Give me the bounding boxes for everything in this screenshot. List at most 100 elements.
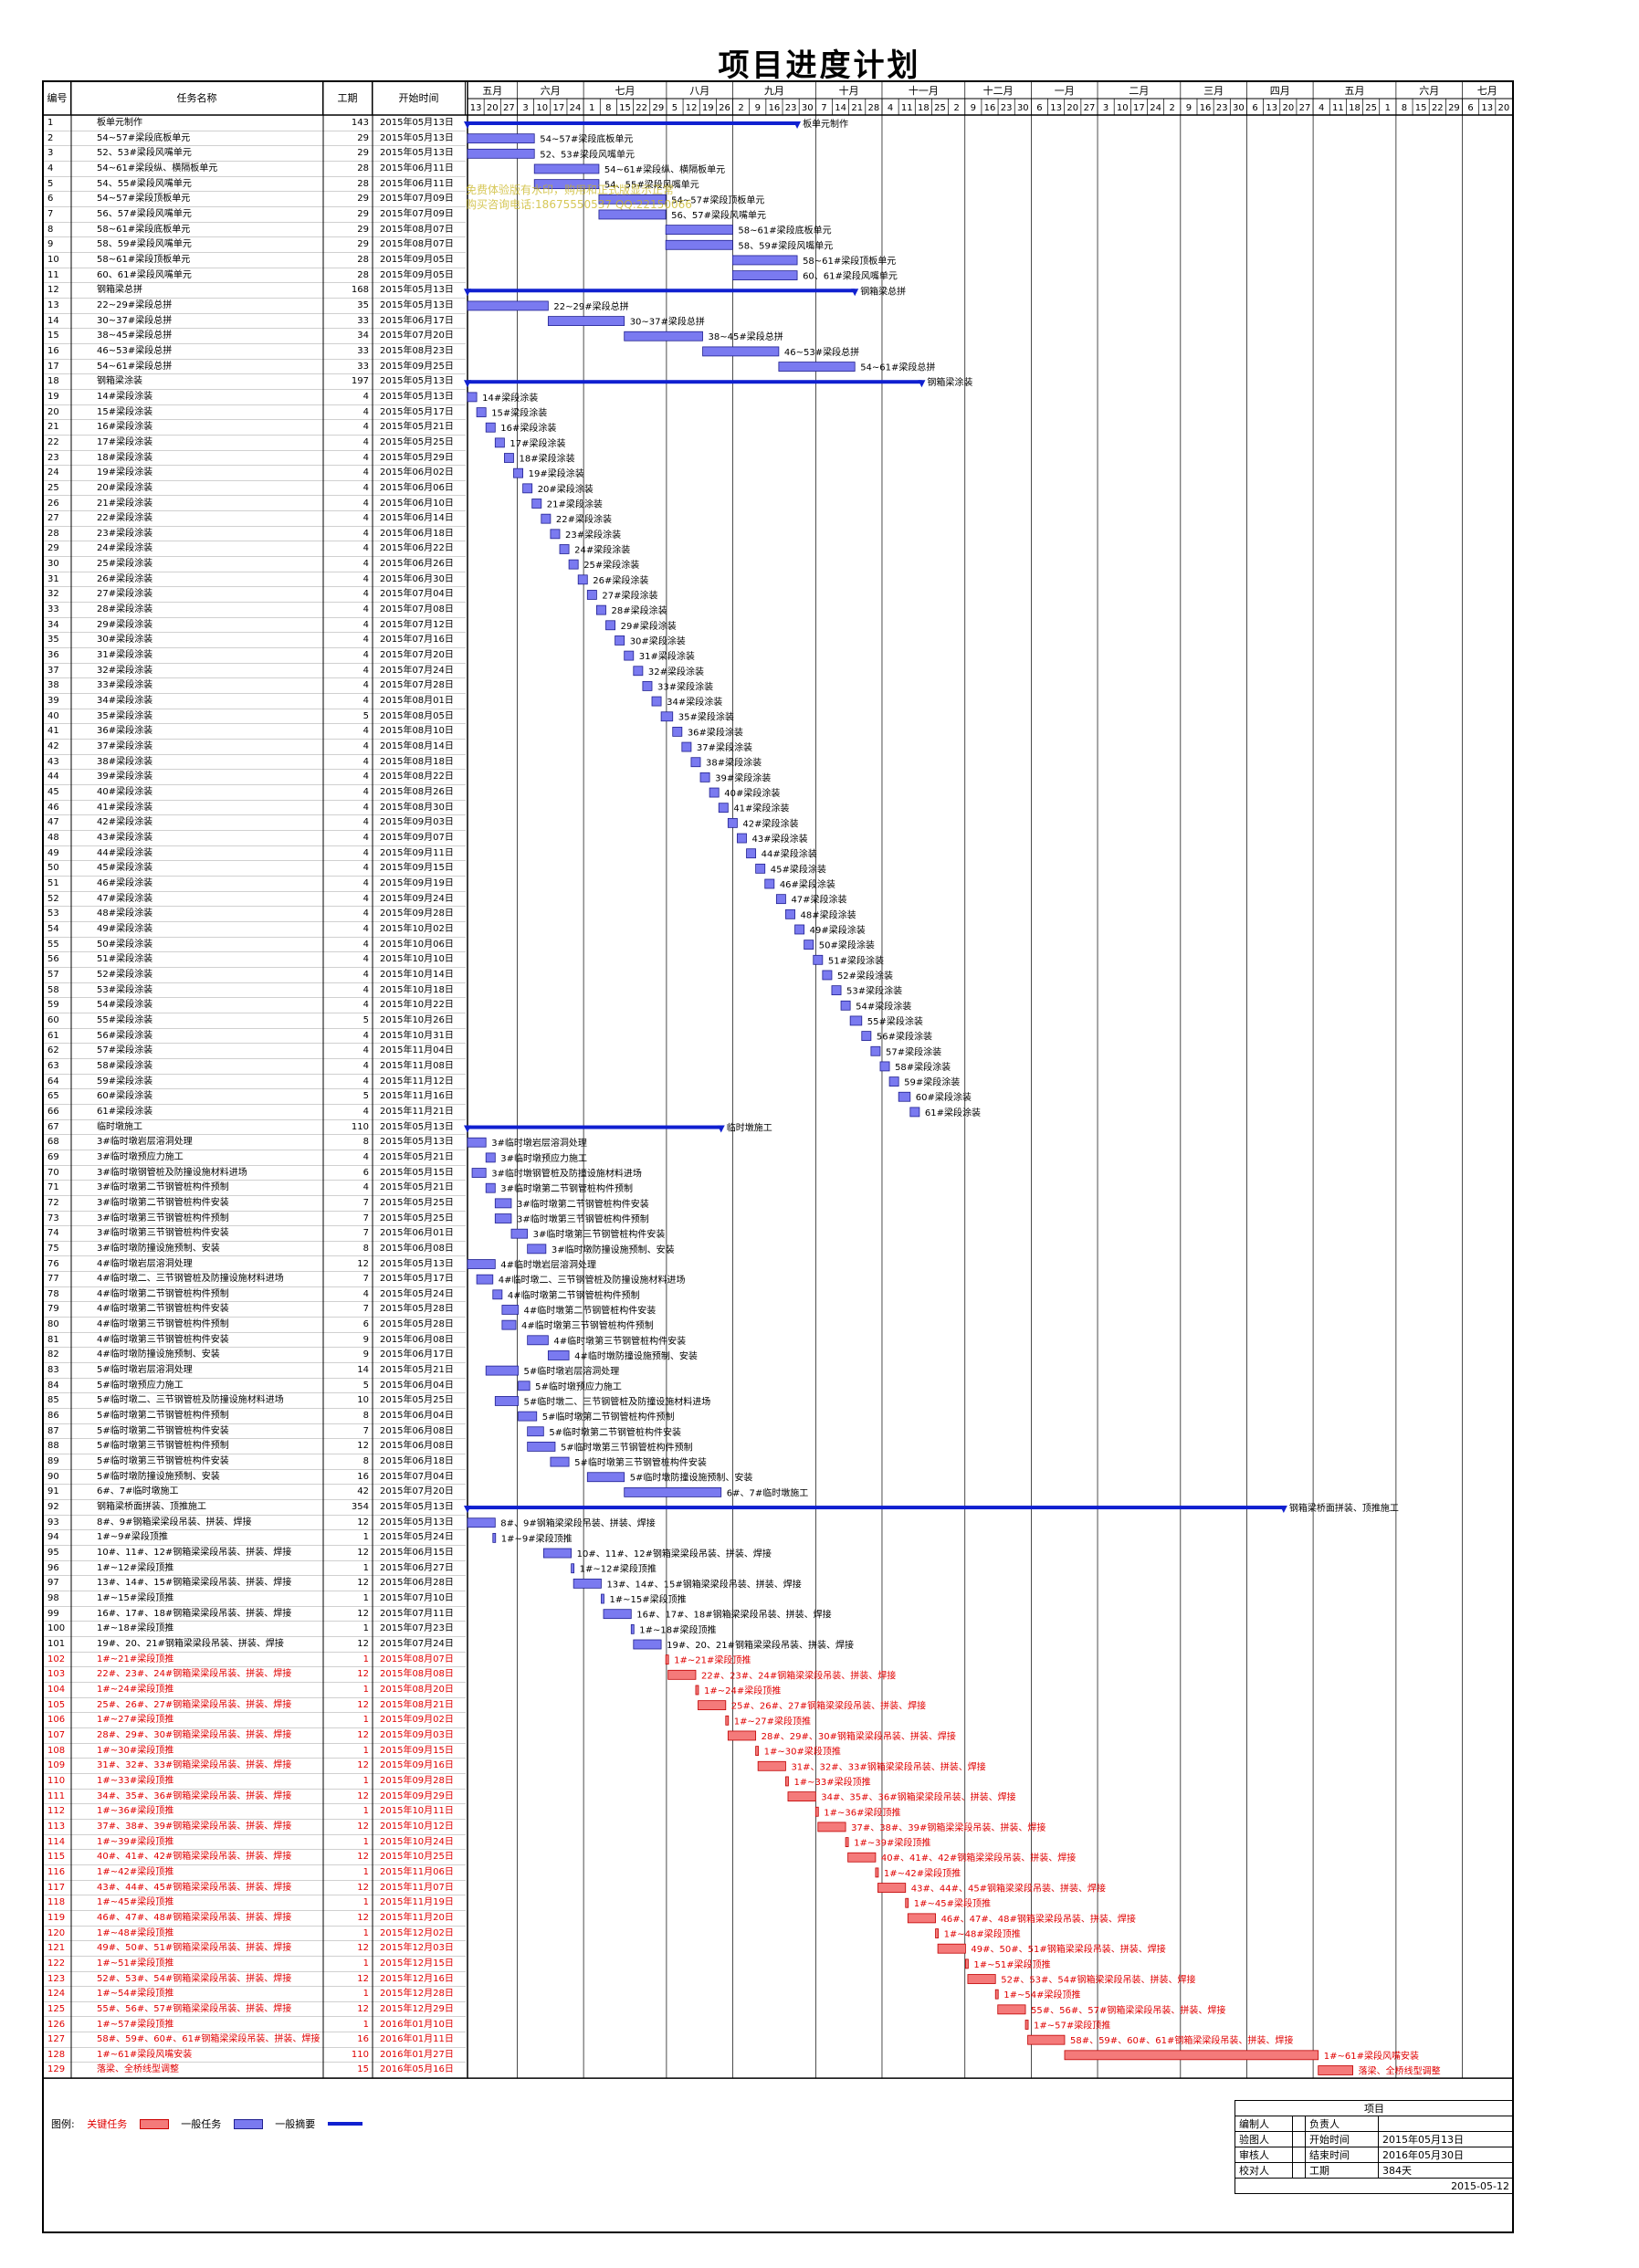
table-row[interactable]: 61 56#梁段涂装 4 2015年10月31日 (44, 1029, 466, 1045)
table-row[interactable]: 38 33#梁段涂装 4 2015年07月28日 (44, 678, 466, 695)
table-row[interactable]: 107 28#、29#、30#钢箱梁梁段吊装、拼装、焊接 12 2015年09月03日 (44, 1728, 466, 1744)
table-row[interactable]: 71 3#临时墩第二节钢管桩构件预制 4 2015年05月21日 (44, 1181, 466, 1196)
table-row[interactable]: 31 26#梁段涂装 4 2015年06月30日 (44, 572, 466, 588)
table-row[interactable]: 82 4#临时墩防撞设施预制、安装 9 2015年06月17日 (44, 1348, 466, 1364)
table-row[interactable]: 77 4#临时墩二、三节钢管桩及防撞设施材料进场 7 2015年05月17日 (44, 1272, 466, 1287)
table-row[interactable]: 43 38#梁段涂装 4 2015年08月18日 (44, 755, 466, 771)
table-row[interactable]: 94 1#~9#梁段顶推 1 2015年05月24日 (44, 1530, 466, 1547)
table-row[interactable]: 1 板单元制作 143 2015年05月13日 (44, 116, 466, 131)
table-row[interactable]: 22 17#梁段涂装 4 2015年05月25日 (44, 436, 466, 451)
table-row[interactable]: 80 4#临时墩第三节钢管桩构件预制 6 2015年05月28日 (44, 1318, 466, 1333)
table-row[interactable]: 81 4#临时墩第三节钢管桩构件安装 9 2015年06月08日 (44, 1333, 466, 1349)
table-row[interactable]: 6 54~57#梁段顶板单元 29 2015年07月09日 (44, 192, 466, 207)
table-row[interactable]: 34 29#梁段涂装 4 2015年07月12日 (44, 618, 466, 634)
table-row[interactable]: 108 1#~30#梁段顶推 1 2015年09月15日 (44, 1744, 466, 1759)
table-row[interactable]: 93 8#、9#钢箱梁梁段吊装、拼装、焊接 12 2015年05月13日 (44, 1516, 466, 1531)
table-row[interactable]: 84 5#临时墩预应力施工 5 2015年06月04日 (44, 1379, 466, 1394)
table-row[interactable]: 14 30~37#梁段总拼 33 2015年06月17日 (44, 314, 466, 330)
table-row[interactable]: 67 临时墩施工 110 2015年05月13日 (44, 1120, 466, 1136)
table-row[interactable]: 62 57#梁段涂装 4 2015年11月04日 (44, 1044, 466, 1059)
table-row[interactable]: 89 5#临时墩第三节钢管桩构件安装 8 2015年06月18日 (44, 1454, 466, 1470)
table-row[interactable]: 91 6#、7#临时墩施工 42 2015年07月20日 (44, 1485, 466, 1501)
table-row[interactable]: 90 5#临时墩防撞设施预制、安装 16 2015年07月04日 (44, 1470, 466, 1486)
table-row[interactable]: 48 43#梁段涂装 4 2015年09月07日 (44, 831, 466, 846)
table-row[interactable]: 15 38~45#梁段总拼 34 2015年07月20日 (44, 329, 466, 344)
table-row[interactable]: 111 34#、35#、36#钢箱梁梁段吊装、拼装、焊接 12 2015年09月29日 (44, 1790, 466, 1805)
table-row[interactable]: 115 40#、41#、42#钢箱梁梁段吊装、拼装、焊接 12 2015年10月25日 (44, 1850, 466, 1865)
table-row[interactable]: 19 14#梁段涂装 4 2015年05月13日 (44, 390, 466, 405)
table-row[interactable]: 37 32#梁段涂装 4 2015年07月24日 (44, 664, 466, 679)
table-row[interactable]: 116 1#~42#梁段顶推 1 2015年11月06日 (44, 1865, 466, 1881)
table-row[interactable]: 120 1#~48#梁段顶推 1 2015年12月02日 (44, 1927, 466, 1942)
table-row[interactable]: 50 45#梁段涂装 4 2015年09月15日 (44, 861, 466, 877)
table-row[interactable]: 101 19#、20、21#钢箱梁梁段吊装、拼装、焊接 12 2015年07月24日 (44, 1637, 466, 1653)
table-row[interactable]: 23 18#梁段涂装 4 2015年05月29日 (44, 451, 466, 467)
table-row[interactable]: 58 53#梁段涂装 4 2015年10月18日 (44, 983, 466, 999)
table-row[interactable]: 2 54~57#梁段底板单元 29 2015年05月13日 (44, 131, 466, 147)
table-row[interactable]: 79 4#临时墩第二节钢管桩构件安装 7 2015年05月28日 (44, 1302, 466, 1318)
table-row[interactable]: 129 落梁、全桥线型调整 15 2016年05月16日 (44, 2063, 466, 2079)
table-row[interactable]: 54 49#梁段涂装 4 2015年10月02日 (44, 922, 466, 938)
table-row[interactable]: 66 61#梁段涂装 4 2015年11月21日 (44, 1105, 466, 1120)
table-row[interactable]: 64 59#梁段涂装 4 2015年11月12日 (44, 1075, 466, 1090)
table-row[interactable]: 20 15#梁段涂装 4 2015年05月17日 (44, 405, 466, 421)
table-row[interactable]: 49 44#梁段涂装 4 2015年09月11日 (44, 846, 466, 862)
table-row[interactable]: 55 50#梁段涂装 4 2015年10月06日 (44, 938, 466, 953)
table-row[interactable]: 44 39#梁段涂装 4 2015年08月22日 (44, 770, 466, 786)
table-row[interactable]: 88 5#临时墩第三节钢管桩构件预制 12 2015年06月08日 (44, 1439, 466, 1455)
table-row[interactable]: 25 20#梁段涂装 4 2015年06月06日 (44, 481, 466, 497)
table-row[interactable]: 126 1#~57#梁段顶推 1 2016年01月10日 (44, 2018, 466, 2033)
table-row[interactable]: 18 钢箱梁涂装 197 2015年05月13日 (44, 374, 466, 390)
table-row[interactable]: 85 5#临时墩二、三节钢管桩及防撞设施材料进场 10 2015年05月25日 (44, 1393, 466, 1410)
table-row[interactable]: 9 58、59#梁段风嘴单元 29 2015年08月07日 (44, 237, 466, 253)
table-row[interactable]: 99 16#、17#、18#钢箱梁梁段吊装、拼装、焊接 12 2015年07月11日 (44, 1607, 466, 1622)
table-row[interactable]: 28 23#梁段涂装 4 2015年06月18日 (44, 527, 466, 542)
table-row[interactable]: 59 54#梁段涂装 4 2015年10月22日 (44, 998, 466, 1013)
table-row[interactable]: 51 46#梁段涂装 4 2015年09月19日 (44, 877, 466, 892)
table-row[interactable]: 100 1#~18#梁段顶推 1 2015年07月23日 (44, 1622, 466, 1637)
table-row[interactable]: 16 46~53#梁段总拼 33 2015年08月23日 (44, 344, 466, 360)
table-row[interactable]: 125 55#、56#、57#钢箱梁梁段吊装、拼装、焊接 12 2015年12月29日 (44, 2002, 466, 2018)
table-row[interactable]: 72 3#临时墩第二节钢管桩构件安装 7 2015年05月25日 (44, 1196, 466, 1212)
table-row[interactable]: 124 1#~54#梁段顶推 1 2015年12月28日 (44, 1987, 466, 2002)
table-row[interactable]: 10 58~61#梁段顶板单元 28 2015年09月05日 (44, 253, 466, 268)
table-row[interactable]: 13 22~29#梁段总拼 35 2015年05月13日 (44, 299, 466, 314)
table-row[interactable]: 24 19#梁段涂装 4 2015年06月02日 (44, 466, 466, 481)
table-row[interactable]: 53 48#梁段涂装 4 2015年09月28日 (44, 907, 466, 922)
table-row[interactable]: 69 3#临时墩预应力施工 4 2015年05月21日 (44, 1150, 466, 1166)
table-row[interactable]: 35 30#梁段涂装 4 2015年07月16日 (44, 633, 466, 649)
table-row[interactable]: 21 16#梁段涂装 4 2015年05月21日 (44, 420, 466, 436)
table-row[interactable]: 117 43#、44#、45#钢箱梁梁段吊装、拼装、焊接 12 2015年11月07日 (44, 1881, 466, 1896)
table-row[interactable]: 4 54~61#梁段纵、横隔板单元 28 2015年06月11日 (44, 162, 466, 177)
table-row[interactable]: 97 13#、14#、15#钢箱梁梁段吊装、拼装、焊接 12 2015年06月28日 (44, 1576, 466, 1592)
table-row[interactable]: 122 1#~51#梁段顶推 1 2015年12月15日 (44, 1957, 466, 1972)
table-row[interactable]: 121 49#、50#、51#钢箱梁梁段吊装、拼装、焊接 12 2015年12月03日 (44, 1941, 466, 1957)
table-row[interactable]: 63 58#梁段涂装 4 2015年11月08日 (44, 1059, 466, 1075)
table-row[interactable]: 114 1#~39#梁段顶推 1 2015年10月24日 (44, 1835, 466, 1851)
table-row[interactable]: 109 31#、32#、33#钢箱梁梁段吊装、拼装、焊接 12 2015年09月16日 (44, 1759, 466, 1774)
table-row[interactable]: 98 1#~15#梁段顶推 1 2015年07月10日 (44, 1591, 466, 1607)
table-row[interactable]: 104 1#~24#梁段顶推 1 2015年08月20日 (44, 1683, 466, 1698)
table-row[interactable]: 68 3#临时墩岩层溶洞处理 8 2015年05月13日 (44, 1135, 466, 1150)
table-row[interactable]: 46 41#梁段涂装 4 2015年08月30日 (44, 801, 466, 816)
table-row[interactable]: 78 4#临时墩第二节钢管桩构件预制 4 2015年05月24日 (44, 1287, 466, 1303)
table-row[interactable]: 123 52#、53#、54#钢箱梁梁段吊装、拼装、焊接 12 2015年12月16日 (44, 1972, 466, 1988)
table-row[interactable]: 33 28#梁段涂装 4 2015年07月08日 (44, 603, 466, 618)
table-row[interactable]: 87 5#临时墩第二节钢管桩构件安装 7 2015年06月08日 (44, 1424, 466, 1440)
table-row[interactable]: 17 54~61#梁段总拼 33 2015年09月25日 (44, 360, 466, 375)
table-row[interactable]: 45 40#梁段涂装 4 2015年08月26日 (44, 785, 466, 801)
table-row[interactable]: 83 5#临时墩岩层溶洞处理 14 2015年05月21日 (44, 1363, 466, 1379)
table-row[interactable]: 60 55#梁段涂装 5 2015年10月26日 (44, 1013, 466, 1029)
table-row[interactable]: 119 46#、47#、48#钢箱梁梁段吊装、拼装、焊接 12 2015年11月20日 (44, 1911, 466, 1927)
table-row[interactable]: 113 37#、38#、39#钢箱梁梁段吊装、拼装、焊接 12 2015年10月12日 (44, 1820, 466, 1835)
table-row[interactable]: 41 36#梁段涂装 4 2015年08月10日 (44, 724, 466, 740)
table-row[interactable]: 8 58~61#梁段底板单元 29 2015年08月07日 (44, 223, 466, 238)
table-row[interactable]: 47 42#梁段涂装 4 2015年09月03日 (44, 815, 466, 832)
table-row[interactable]: 30 25#梁段涂装 4 2015年06月26日 (44, 557, 466, 572)
table-row[interactable]: 96 1#~12#梁段顶推 1 2015年06月27日 (44, 1561, 466, 1577)
table-row[interactable]: 112 1#~36#梁段顶推 1 2015年10月11日 (44, 1804, 466, 1820)
table-row[interactable]: 36 31#梁段涂装 4 2015年07月20日 (44, 648, 466, 664)
table-row[interactable]: 103 22#、23#、24#钢箱梁梁段吊装、拼装、焊接 12 2015年08月08日 (44, 1667, 466, 1683)
table-row[interactable]: 74 3#临时墩第三节钢管桩构件安装 7 2015年06月01日 (44, 1226, 466, 1242)
table-row[interactable]: 128 1#~61#梁段风嘴安装 110 2016年01月27日 (44, 2048, 466, 2063)
